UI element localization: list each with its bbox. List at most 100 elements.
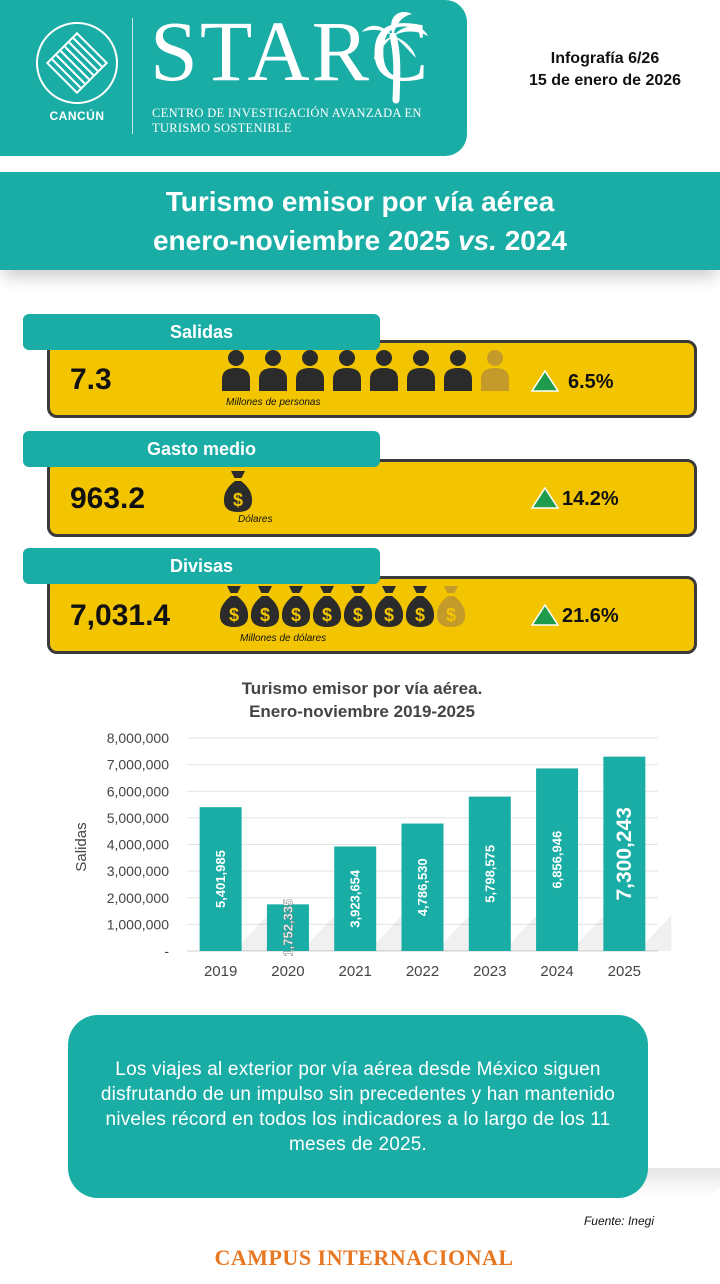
departures-bar-chart: Turismo emisor por vía aérea. Enero-novi… — [73, 679, 672, 980]
bar-value-label: 1,752,335 — [280, 899, 295, 957]
bar-value-label: 6,856,946 — [550, 831, 565, 889]
bar-2021 — [334, 846, 377, 951]
seal-city: CANCÚN — [49, 109, 105, 123]
y-tick-label: 3,000,000 — [107, 863, 169, 879]
x-tick-label: 2024 — [540, 963, 573, 980]
metric-unit-gasto-medio: Dólares — [238, 514, 273, 525]
person-icon — [444, 350, 472, 391]
money-bag-icon: $ — [250, 586, 280, 627]
header-panel: CANCÚN STARC CENTRO DE INVESTIGACIÓN AVA… — [0, 0, 467, 156]
metric-card-salidas: 7.3 Millones de personas 6.5% — [47, 340, 697, 418]
y-tick-label: 8,000,000 — [107, 730, 169, 746]
svg-text:$: $ — [229, 605, 239, 625]
y-tick-label: 1,000,000 — [107, 916, 169, 932]
brand-name: STARC — [150, 3, 431, 99]
x-tick-label: 2022 — [406, 963, 439, 980]
svg-text:$: $ — [291, 605, 301, 625]
metric-change-gasto-medio: 14.2% — [562, 488, 619, 510]
people-icon-row — [222, 350, 509, 391]
person-icon — [259, 350, 287, 391]
bar-value-label: 3,923,654 — [348, 869, 363, 928]
bar-value-label: 4,786,530 — [415, 858, 430, 916]
bar-shadow — [241, 915, 268, 951]
conclusion-box — [68, 1015, 648, 1198]
palm-tree-icon — [362, 12, 428, 104]
metric-unit-salidas: Millones de personas — [226, 397, 321, 408]
svg-text:$: $ — [446, 605, 456, 625]
money-bag-icon: $ — [405, 586, 435, 627]
bar-value-label: 5,401,985 — [213, 850, 228, 908]
y-tick-label: 5,000,000 — [107, 810, 169, 826]
up-triangle-icon — [530, 369, 560, 392]
brand-subtitle: CENTRO DE INVESTIGACIÓN AVANZADA EN TURI… — [152, 106, 422, 135]
person-icon — [333, 350, 361, 391]
bar-shadow — [578, 915, 605, 951]
metric-label-divisas: Divisas — [23, 548, 380, 584]
money-bags-icon-row: $ $ $ $ $ $ $ $ — [219, 586, 466, 627]
person-icon — [370, 350, 398, 391]
money-bag-icon: $ — [219, 586, 249, 627]
page-title-line2: enero-noviembre 2025 vs. 2024 — [152, 225, 568, 256]
svg-text:$: $ — [415, 605, 425, 625]
metric-card-gasto-medio: 963.2 $ Dólares 14.2% — [47, 459, 697, 537]
title-banner: Turismo emisor por vía aérea enero-novie… — [0, 172, 720, 270]
partial-money-bag-icon: $ — [436, 586, 466, 627]
bar-2022 — [401, 823, 444, 951]
bar-value-label: 7,300,243 — [613, 807, 636, 900]
up-triangle-icon — [530, 486, 560, 509]
money-bag-icon: $ — [343, 586, 373, 627]
infographic-number: Infografía 6/26 — [550, 50, 660, 67]
chart-title-line1: Turismo emisor por vía aérea. — [242, 679, 483, 698]
bar-2023 — [468, 796, 511, 951]
bar-shadow — [376, 915, 403, 951]
metric-change-salidas: 6.5% — [568, 371, 614, 393]
bar-value-label: 5,798,575 — [482, 845, 497, 903]
campus-footer: CAMPUS INTERNACIONAL — [214, 1245, 514, 1270]
bar-2024 — [536, 768, 579, 951]
x-tick-label: 2023 — [473, 963, 506, 980]
page-title-line1: Turismo emisor por vía aérea — [165, 186, 555, 217]
person-icon — [222, 350, 250, 391]
svg-text:$: $ — [233, 490, 243, 510]
metric-label-salidas: Salidas — [23, 314, 380, 350]
svg-text:$: $ — [322, 605, 332, 625]
money-bag-icon-row: $ — [223, 471, 253, 512]
publication-date: 15 de enero de 2026 — [528, 72, 682, 89]
bar-2020 — [266, 904, 309, 951]
money-bag-icon: $ — [223, 471, 253, 512]
bar-shadow — [645, 915, 672, 951]
metric-label-gasto-medio: Gasto medio — [23, 431, 380, 467]
conclusion-text: Los viajes al exterior por vía aérea des… — [100, 1059, 616, 1155]
metric-value-gasto-medio: 963.2 — [70, 482, 146, 515]
svg-text:$: $ — [384, 605, 394, 625]
money-bag-icon: $ — [374, 586, 404, 627]
svg-text:$: $ — [260, 605, 270, 625]
money-bag-icon: $ — [312, 586, 342, 627]
y-tick-label: 7,000,000 — [107, 757, 169, 773]
x-tick-label: 2021 — [339, 963, 372, 980]
y-tick-label: - — [164, 943, 169, 959]
chart-title-line2: Enero-noviembre 2019-2025 — [249, 702, 475, 721]
metric-value-salidas: 7.3 — [70, 363, 112, 396]
person-icon — [296, 350, 324, 391]
x-tick-label: 2020 — [271, 963, 304, 980]
x-tick-label: 2025 — [608, 963, 641, 980]
y-axis-label: Salidas — [73, 822, 90, 871]
bar-shadow — [443, 915, 470, 951]
metric-change-divisas: 21.6% — [562, 605, 619, 627]
metric-value-divisas: 7,031.4 — [70, 599, 171, 632]
source-citation: Fuente: Inegi — [583, 1214, 654, 1228]
metric-unit-divisas: Millones de dólares — [240, 633, 327, 644]
y-tick-label: 6,000,000 — [107, 783, 169, 799]
bar-2025 — [603, 756, 646, 951]
bar-2019 — [199, 807, 242, 951]
person-icon — [407, 350, 435, 391]
bar-shadow — [308, 915, 335, 951]
x-tick-label: 2019 — [204, 963, 237, 980]
y-tick-label: 4,000,000 — [107, 837, 169, 853]
y-tick-label: 2,000,000 — [107, 890, 169, 906]
money-bag-icon: $ — [281, 586, 311, 627]
partial-person-icon — [481, 350, 509, 391]
logo-divider — [132, 18, 133, 134]
university-seal-logo — [36, 22, 118, 104]
